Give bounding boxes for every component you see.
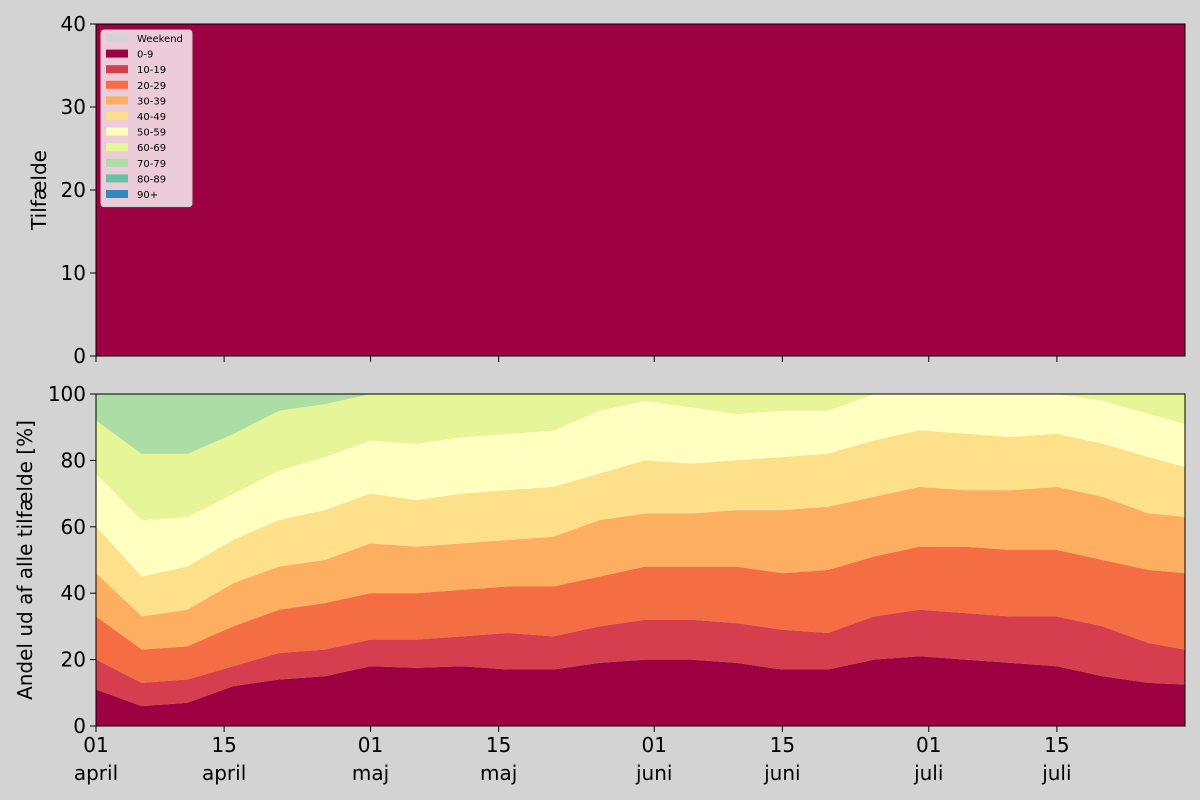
x-tick-label: 01 maj <box>352 733 389 785</box>
axes-frame <box>95 393 1186 727</box>
legend-swatch <box>106 143 128 152</box>
area <box>96 394 1185 521</box>
y-tick-label: 0 <box>73 344 86 368</box>
y-axis-label: Andel ud af alle tilfælde [%] <box>13 420 37 700</box>
x-tick-label: 01 juli <box>913 733 943 785</box>
area <box>96 394 1185 577</box>
y-tick-label: 30 <box>61 95 86 119</box>
area <box>96 486 1185 650</box>
legend-swatch <box>106 65 128 74</box>
x-tick-label: 01 april <box>74 733 118 785</box>
area <box>96 430 1185 617</box>
legend-swatch <box>106 34 128 42</box>
area <box>96 656 1185 726</box>
x-tick-label: 15 april <box>202 733 246 785</box>
legend-label: 40-49 <box>137 112 166 123</box>
x-tick-label: 15 juni <box>763 733 800 785</box>
legend-swatch <box>106 80 128 89</box>
legend-label: 60-69 <box>137 143 166 154</box>
y-tick-label: 20 <box>61 178 86 202</box>
area <box>96 609 1185 707</box>
legend: Weekend 0-9 10-19 20-29 30-39 40-49 50-59 60-69… <box>100 29 193 208</box>
plot-area <box>96 394 1185 726</box>
y-tick-label: 10 <box>61 261 86 285</box>
plot-area <box>96 24 1185 356</box>
area <box>96 546 1185 683</box>
legend-swatch <box>106 190 128 198</box>
legend-swatch <box>106 127 128 136</box>
legend-swatch <box>106 158 128 167</box>
y-tick-label: 80 <box>61 448 86 472</box>
x-tick-label: 01 juni <box>635 733 672 785</box>
legend-label: Weekend <box>137 34 183 45</box>
legend-swatch <box>106 96 128 105</box>
legend-label: 0-9 <box>137 50 153 61</box>
legend-label: 50-59 <box>137 128 166 139</box>
area <box>96 24 1185 356</box>
legend-label: 10-19 <box>137 65 166 76</box>
y-tick-label: 100 <box>48 382 86 406</box>
y-tick-label: 60 <box>61 515 86 539</box>
legend-label: 80-89 <box>137 174 166 185</box>
y-tick-label: 0 <box>73 714 86 738</box>
y-tick-label: 40 <box>61 581 86 605</box>
x-tick-label: 15 juli <box>1041 733 1071 785</box>
legend-swatch <box>106 49 128 58</box>
legend-label: 90+ <box>137 190 158 201</box>
legend-label: 20-29 <box>137 81 166 92</box>
legend-swatch <box>106 112 128 120</box>
y-axis-label: Tilfælde <box>27 150 51 231</box>
area <box>96 394 1185 454</box>
y-tick-label: 20 <box>61 648 86 672</box>
y-tick-label: 40 <box>61 12 86 36</box>
x-tick-label: 15 maj <box>480 733 517 785</box>
legend-label: 70-79 <box>137 159 166 170</box>
legend-label: 30-39 <box>137 96 166 107</box>
legend-swatch <box>106 174 128 183</box>
